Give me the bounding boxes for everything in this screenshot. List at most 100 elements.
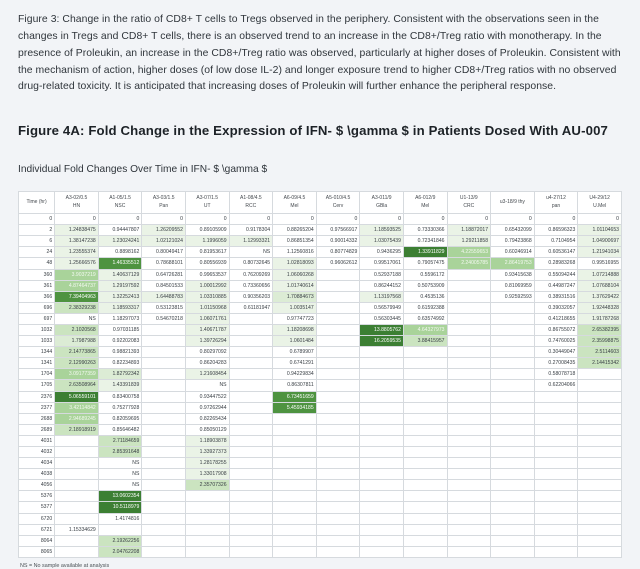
data-cell: [272, 523, 317, 536]
data-cell: 0.86851354: [272, 235, 317, 248]
data-cell: [533, 445, 579, 459]
table-row: 6720 1.4174816: [17, 512, 622, 525]
data-cell: 2.1020568: [54, 323, 99, 337]
data-cell: [402, 423, 448, 436]
data-cell: 0.44987247: [533, 279, 579, 292]
data-cell: [577, 545, 622, 558]
data-cell: [577, 534, 622, 547]
data-cell: 0.9436295: [359, 246, 404, 259]
data-cell: 13.8805762: [359, 323, 404, 337]
column-header-line2: UT: [203, 202, 211, 209]
data-cell: 0: [272, 213, 317, 226]
data-cell: [315, 357, 361, 370]
data-cell: [359, 412, 404, 425]
data-cell: [577, 412, 622, 425]
column-header-c13: U4-29/12 U.Mel: [577, 191, 622, 215]
data-cell: [359, 512, 404, 525]
data-cell: NS: [184, 379, 230, 392]
data-cell: 1.13197568: [359, 290, 404, 303]
data-cell: 0.74760025: [533, 335, 579, 348]
time-cell: 5377: [17, 501, 56, 514]
data-cell: 2.24005785: [446, 257, 492, 270]
table-row: 1341 2.12990263 0.82234893 0.86204283 0.6741…: [17, 357, 622, 370]
data-cell: 0.98821393: [97, 346, 143, 359]
data-cell: [577, 468, 622, 481]
data-cell: [446, 423, 492, 436]
data-cell: 0.54670218: [141, 312, 186, 325]
data-cell: [184, 534, 230, 547]
data-cell: 1.07688104: [577, 279, 622, 292]
time-cell: 366: [17, 290, 56, 303]
data-cell: [402, 412, 448, 425]
data-cell: 0.65432099: [490, 224, 535, 237]
data-cell: 1.25666576: [54, 257, 99, 270]
data-cell: 0.41218655: [533, 312, 579, 325]
data-cell: [359, 479, 404, 492]
data-cell: 0.28983268: [533, 257, 579, 270]
data-cell: [446, 346, 492, 359]
data-cell: [141, 545, 186, 558]
data-cell: [228, 479, 274, 492]
table-footnote: NS = No sample available at analysis: [20, 562, 110, 569]
data-cell: 0.61181947: [228, 301, 274, 314]
data-cell: 0.73330366: [402, 224, 448, 237]
table-row: 4032 2.85391648 1.33927373: [17, 445, 622, 459]
table-row: 4031 2.71184659 1.18903878: [17, 434, 622, 448]
column-header-line1: A5-010/4.5: [325, 194, 351, 201]
data-cell: 1.26209552: [141, 224, 186, 237]
data-cell: 2.85391648: [97, 445, 143, 459]
data-cell: [446, 479, 492, 492]
data-cell: 1.03075439: [359, 235, 404, 248]
column-header-c6: A6-09/4.5 Mel: [272, 191, 317, 215]
data-cell: [402, 479, 448, 492]
time-cell: 2688: [17, 412, 56, 425]
data-cell: 0.6789907: [272, 346, 317, 359]
data-cell: [359, 434, 404, 448]
data-cell: 2.86419753: [490, 257, 535, 270]
data-cell: [272, 490, 317, 503]
data-cell: 2.19262256: [97, 534, 143, 547]
data-cell: 2.38329238: [54, 301, 99, 314]
data-cell: 0: [228, 213, 274, 226]
data-cell: [54, 534, 99, 547]
data-cell: [359, 523, 404, 536]
data-cell: [490, 379, 535, 392]
data-cell: [402, 368, 448, 381]
data-cell: [272, 512, 317, 525]
time-cell: 1341: [17, 357, 56, 370]
data-cell: 1.91787268: [577, 312, 622, 325]
data-cell: [315, 401, 361, 414]
column-header-c8: A3-011/9 GBla: [359, 191, 404, 215]
data-cell: [402, 534, 448, 547]
data-cell: 0: [359, 213, 404, 226]
data-cell: 0.56303445: [359, 312, 404, 325]
time-cell: 1033: [17, 335, 56, 348]
data-cell: [490, 401, 535, 414]
data-cell: [228, 534, 274, 547]
data-cell: 1.82792342: [97, 368, 143, 381]
data-cell: [446, 512, 492, 525]
data-cell: [446, 434, 492, 448]
data-cell: [490, 368, 535, 381]
table-row: 361 4.87464737 1.29197592 0.84501533 1.00012…: [17, 279, 622, 292]
data-cell: 3.9037219: [54, 268, 99, 281]
data-cell: [446, 445, 492, 459]
data-cell: [359, 534, 404, 547]
data-cell: 0.72341846: [402, 235, 448, 248]
data-cell: [490, 412, 535, 425]
data-cell: [533, 523, 579, 536]
table-body: 0 0 0 0 0 0 0 0 0 0 0 0 0 0 2 1.24838475 0.94447807 1.262…: [17, 213, 622, 558]
data-cell: [272, 468, 317, 481]
data-cell: 1.28178255: [184, 457, 230, 470]
table-header-row: Time (hr) A3-02/0.5 HN A1-05/1.5 NSC A3-03/1.…: [17, 191, 622, 215]
data-cell: 0.80049417: [141, 246, 186, 259]
time-cell: 1704: [17, 368, 56, 381]
data-cell: 1.18297073: [97, 312, 143, 325]
column-header-line2: RCC: [245, 202, 257, 209]
data-cell: [490, 423, 535, 436]
column-header-line2: GBla: [376, 202, 388, 209]
data-cell: [315, 368, 361, 381]
data-cell: 0.92592593: [490, 290, 535, 303]
data-cell: [228, 434, 274, 448]
data-cell: 0.55094244: [533, 268, 579, 281]
